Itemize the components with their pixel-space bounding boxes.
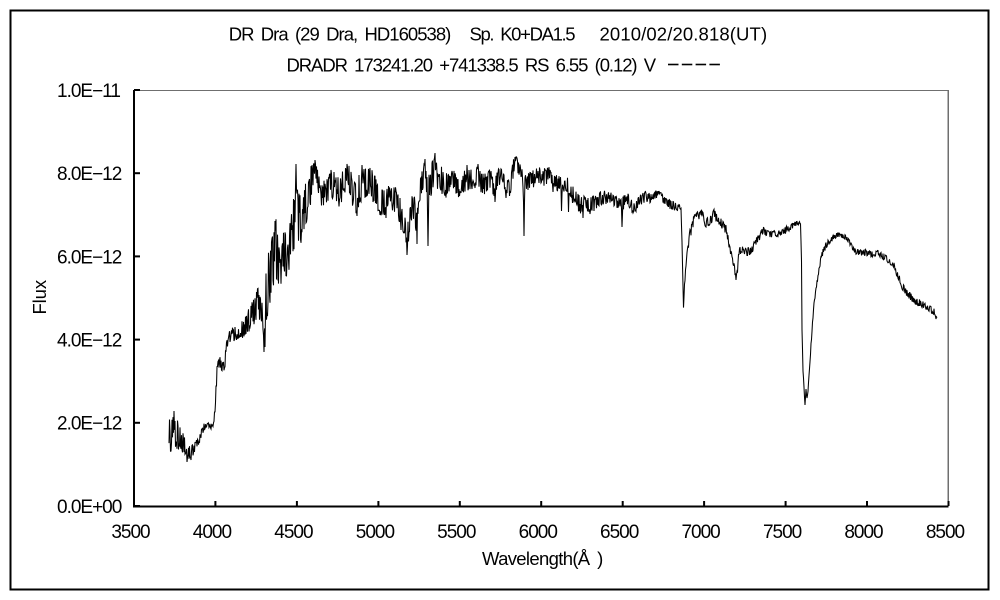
svg-text:DR Dra (29 Dra, HD160538): DR Dra (29 Dra, HD160538) — [229, 24, 451, 45]
svg-text:6.0E−12: 6.0E−12 — [57, 247, 122, 268]
svg-text:4.0E−12: 4.0E−12 — [57, 331, 122, 352]
svg-text:8000: 8000 — [844, 522, 883, 543]
svg-text:DRADR 173241.20 +741338.5 RS 6: DRADR 173241.20 +741338.5 RS 6.55 (0.12)… — [287, 55, 657, 76]
svg-text:6000: 6000 — [519, 522, 558, 543]
svg-text:7000: 7000 — [681, 522, 720, 543]
svg-text:5000: 5000 — [356, 522, 395, 543]
svg-text:Sp. K0+DA1.5: Sp. K0+DA1.5 — [470, 24, 576, 45]
svg-text:8.0E−12: 8.0E−12 — [57, 164, 122, 185]
svg-text:Wavelength(Å ): Wavelength(Å ) — [482, 548, 603, 569]
svg-text:6500: 6500 — [600, 522, 639, 543]
svg-text:2010/02/20.818(UT): 2010/02/20.818(UT) — [600, 24, 767, 45]
svg-text:Flux: Flux — [29, 279, 50, 314]
svg-text:1.0E−11: 1.0E−11 — [57, 81, 120, 102]
svg-text:8500: 8500 — [926, 522, 965, 543]
svg-text:0.0E+00: 0.0E+00 — [57, 497, 122, 518]
svg-text:4000: 4000 — [193, 522, 232, 543]
svg-text:2.0E−12: 2.0E−12 — [57, 414, 122, 435]
svg-text:7500: 7500 — [763, 522, 802, 543]
svg-text:4500: 4500 — [274, 522, 313, 543]
svg-text:5500: 5500 — [437, 522, 476, 543]
svg-text:3500: 3500 — [111, 522, 150, 543]
